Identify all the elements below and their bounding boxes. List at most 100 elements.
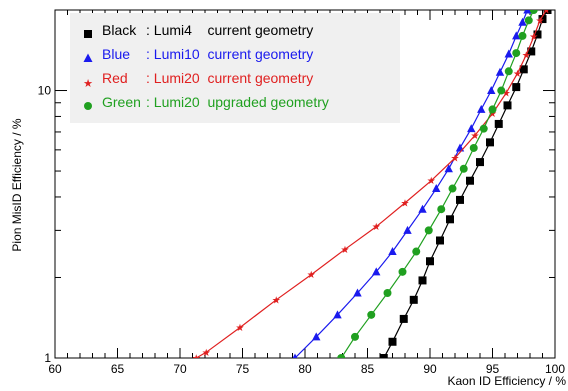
data-point-green (524, 16, 533, 25)
x-tick-label: 95 (486, 362, 500, 376)
data-point-blue (292, 353, 298, 358)
data-point-black (543, 10, 552, 14)
data-point-black (486, 138, 494, 147)
data-point-green (512, 49, 521, 58)
legend-series-name: Black (102, 22, 137, 38)
data-point-green (412, 247, 421, 256)
data-point-red: ★ (272, 295, 281, 306)
data-point-blue (444, 164, 453, 173)
data-point-green (488, 105, 497, 114)
data-point-black (418, 276, 427, 285)
data-point-red: ★ (451, 153, 460, 164)
data-point-red: ★ (236, 323, 245, 334)
data-point-black (409, 295, 418, 304)
data-point-blue (477, 104, 486, 113)
legend-series-desc: current geometry (207, 22, 314, 38)
data-point-green (351, 332, 359, 341)
x-tick-label: 85 (361, 362, 375, 376)
data-point-red: ★ (471, 131, 480, 142)
data-point-green (398, 267, 407, 276)
data-point-red: ★ (529, 32, 538, 43)
legend-series-label: : Lumi20 (146, 94, 200, 110)
data-point-red: ★ (513, 69, 522, 80)
legend-series-desc: upgraded geometry (207, 94, 329, 110)
data-point-green (469, 143, 478, 152)
legend-marker-green (82, 96, 94, 110)
data-point-blue (504, 49, 513, 58)
data-point-black (538, 15, 547, 24)
data-point-green (367, 310, 376, 319)
data-point-blue (388, 247, 397, 256)
legend-marker-red: ★ (82, 72, 94, 90)
data-point-blue (487, 86, 496, 95)
legend-series-label: : Lumi4 (146, 22, 192, 38)
data-point-red: ★ (341, 245, 350, 256)
x-tick-label: 60 (48, 362, 62, 376)
data-point-black (476, 158, 484, 167)
data-point-blue (467, 124, 476, 133)
series-line-red (195, 10, 547, 358)
data-point-red: ★ (488, 109, 497, 120)
data-point-black (456, 195, 464, 204)
data-point-green (383, 288, 392, 297)
data-point-black (388, 337, 397, 346)
data-point-red: ★ (542, 6, 551, 17)
data-point-green (504, 67, 513, 76)
data-point-blue (512, 31, 521, 40)
data-point-green (518, 31, 527, 40)
x-tick-label: 80 (298, 362, 312, 376)
data-point-blue (353, 288, 362, 297)
data-point-green (529, 10, 538, 14)
data-point-red: ★ (192, 354, 201, 365)
data-point-red: ★ (427, 176, 436, 187)
data-point-blue (418, 204, 427, 213)
x-tick-label: 65 (111, 362, 125, 376)
data-point-black (494, 119, 503, 128)
data-point-blue (312, 332, 321, 341)
svg-text:★: ★ (83, 78, 93, 88)
data-point-black (519, 65, 528, 74)
data-point-blue (518, 17, 527, 26)
data-point-blue (333, 310, 342, 319)
data-point-black (512, 83, 521, 92)
x-tick-label: 100 (545, 362, 565, 376)
data-point-green (337, 354, 346, 358)
x-tick-label: 70 (173, 362, 187, 376)
data-point-red: ★ (202, 348, 211, 359)
data-point-red: ★ (536, 16, 545, 27)
data-point-green (479, 124, 488, 133)
x-tick-label: 75 (236, 362, 250, 376)
data-point-red: ★ (307, 270, 316, 281)
data-point-black (533, 30, 542, 39)
data-point-black (399, 314, 408, 323)
legend-series-name: Red (102, 70, 128, 86)
legend-series-name: Green (102, 94, 141, 110)
data-point-red: ★ (502, 88, 511, 99)
chart-legend: Black : Lumi4 current geometry Blue : Lumi… (70, 13, 400, 123)
plot-area: ★★★★★★★★★★★★★★★★★★ (192, 6, 552, 365)
data-point-blue (495, 67, 505, 76)
legend-series-label: : Lumi20 (146, 70, 200, 86)
data-point-black (436, 236, 444, 245)
data-point-blue (432, 184, 441, 193)
legend-series-name: Blue (102, 46, 131, 62)
legend-marker-black (82, 24, 94, 38)
data-point-black (379, 354, 388, 358)
data-point-green (424, 226, 433, 235)
x-axis-label: Kaon ID Efficiency / % (447, 374, 567, 388)
data-point-blue (403, 225, 412, 234)
legend-series-desc: current geometry (207, 46, 314, 62)
y-tick-label: 1 (44, 351, 51, 365)
data-point-green (459, 164, 468, 173)
legend-series-label: : Lumi10 (146, 46, 200, 62)
data-point-red: ★ (522, 50, 531, 61)
data-point-black (446, 215, 454, 224)
data-point-green (437, 205, 446, 214)
data-point-black (426, 257, 434, 266)
data-point-red: ★ (372, 222, 381, 233)
y-tick-label: 10 (38, 84, 52, 98)
legend-marker-blue (82, 48, 94, 62)
x-tick-label: 90 (423, 362, 437, 376)
data-point-black (466, 176, 474, 185)
y-axis-label: Pion MisID Efficiency / % (10, 118, 24, 252)
